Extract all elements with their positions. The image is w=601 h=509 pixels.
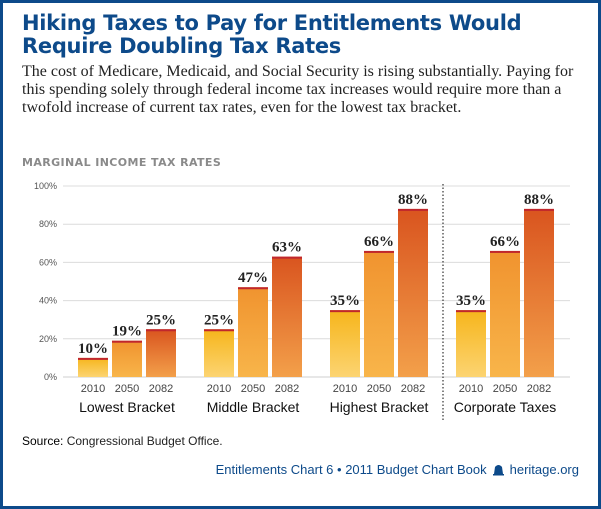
bar [272,256,302,377]
x-tick-label: 2010 [459,383,483,395]
x-tick-label: 2050 [493,383,517,395]
bar-cap [398,208,428,211]
chart-label: MARGINAL INCOME TAX RATES [22,156,222,169]
bar [398,208,428,377]
x-tick-label: 2050 [367,383,391,395]
group-label: Corporate Taxes [454,399,556,415]
bar [330,310,360,377]
bar [78,357,108,377]
data-label: 25% [204,312,234,328]
y-tick-label: 20% [39,334,57,344]
x-tick-label: 2082 [275,383,299,395]
x-tick-label: 2050 [241,383,265,395]
y-tick-label: 100% [34,181,57,191]
bar-cap [112,340,142,343]
chart-subtitle: The cost of Medicare, Medicaid, and Soci… [22,63,574,116]
bar [238,287,268,377]
source-text: Congressional Budget Office. [66,434,223,448]
data-label: 35% [456,293,486,309]
bar-cap [78,357,108,360]
bar [490,250,520,377]
group-label: Middle Bracket [207,399,300,415]
bar [364,250,394,377]
data-label: 47% [238,270,268,286]
bar [146,329,176,377]
bar-cap [524,208,554,211]
credit-text: Entitlements Chart 6 • 2011 Budget Chart… [215,462,487,477]
x-tick-label: 2010 [81,383,105,395]
footer-credit: Entitlements Chart 6 • 2011 Budget Chart… [216,462,579,477]
x-tick-label: 2010 [333,383,357,395]
group-label: Lowest Bracket [79,399,175,415]
y-tick-label: 80% [39,219,57,229]
data-label: 88% [524,192,554,208]
x-tick-label: 2010 [207,383,231,395]
data-label: 35% [330,293,360,309]
liberty-bell-icon [492,465,504,476]
bar-cap [146,329,176,332]
x-tick-label: 2082 [527,383,551,395]
source-note: Source: Congressional Budget Office. [22,434,223,448]
bar [456,310,486,377]
bar [524,208,554,377]
source-label: Source: [22,434,64,448]
data-label: 66% [490,234,520,250]
bar [204,329,234,377]
site-link[interactable]: heritage.org [509,462,579,477]
bar-cap [204,329,234,332]
bar [112,340,142,377]
x-tick-label: 2082 [401,383,425,395]
bar-cap [456,310,486,313]
y-tick-label: 0% [44,372,57,382]
x-tick-label: 2082 [149,383,173,395]
chart-title: Hiking Taxes to Pay for Entitlements Wou… [22,11,522,58]
x-tick-label: 2050 [115,383,139,395]
data-label: 63% [272,240,302,256]
y-tick-label: 60% [39,257,57,267]
bar-cap [364,250,394,253]
data-label: 10% [78,341,108,357]
bar-cap [490,250,520,253]
data-label: 66% [364,234,394,250]
y-tick-label: 40% [39,296,57,306]
bar-cap [272,256,302,259]
bar-cap [238,287,268,290]
bar-cap [330,310,360,313]
group-label: Highest Bracket [330,399,429,415]
data-label: 19% [112,324,142,340]
data-label: 88% [398,192,428,208]
data-label: 25% [146,312,176,328]
